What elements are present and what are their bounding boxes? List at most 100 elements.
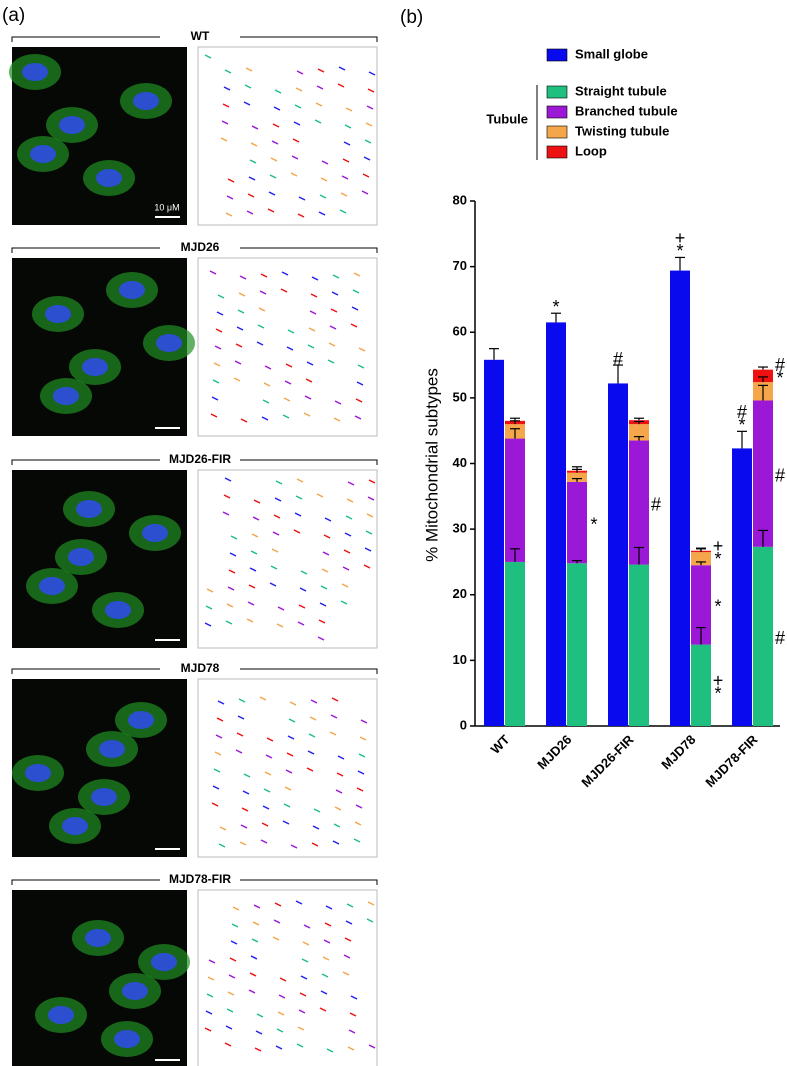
- nucleus: [53, 387, 79, 405]
- segment: [317, 68, 325, 73]
- segment: [274, 89, 282, 94]
- segment: [328, 342, 336, 347]
- panel-label: (b): [400, 7, 423, 28]
- segment: [341, 175, 349, 180]
- significance-mark: #: [775, 465, 785, 485]
- segment: [322, 551, 330, 556]
- segment: [319, 602, 327, 607]
- skeleton-map: [197, 46, 378, 226]
- segment: [252, 921, 260, 926]
- segment: [214, 751, 222, 756]
- segment: [268, 191, 276, 196]
- segment: [243, 773, 251, 778]
- segment: [260, 839, 268, 844]
- segment: [225, 620, 233, 625]
- y-tick-label: 80: [453, 192, 467, 207]
- segment: [241, 807, 249, 812]
- segment: [277, 606, 285, 611]
- segment: [217, 700, 225, 705]
- segment: [278, 994, 286, 999]
- label-bg: [160, 29, 240, 45]
- segment: [304, 395, 312, 400]
- segment: [344, 124, 352, 129]
- x-tick-label: MJD78-FIR: [702, 732, 761, 791]
- segment: [354, 415, 362, 420]
- segment: [331, 291, 339, 296]
- segment: [318, 619, 326, 624]
- segment: [212, 785, 220, 790]
- label-bg: [160, 661, 240, 677]
- segment: [284, 380, 292, 385]
- segment: [301, 958, 309, 963]
- segment: [307, 344, 315, 349]
- segment: [230, 940, 238, 945]
- segment: [264, 365, 272, 370]
- segment: [251, 533, 259, 538]
- segment: [236, 326, 244, 331]
- legend-swatch: [546, 145, 568, 159]
- segment: [229, 552, 237, 557]
- segment: [255, 1030, 263, 1035]
- segment: [209, 270, 217, 275]
- segment: [364, 547, 372, 552]
- segment: [355, 804, 363, 809]
- segment: [249, 159, 257, 164]
- bar: [753, 369, 773, 383]
- segment: [228, 569, 236, 574]
- segment: [318, 211, 326, 216]
- segment: [204, 54, 212, 59]
- segment: [216, 717, 224, 722]
- segment: [266, 737, 274, 742]
- segment: [345, 515, 353, 520]
- segment: [349, 1012, 357, 1017]
- segment: [316, 493, 324, 498]
- segment: [294, 512, 302, 517]
- segment: [331, 697, 339, 702]
- segment: [205, 1010, 213, 1015]
- segment: [316, 85, 324, 90]
- segment: [332, 840, 340, 845]
- segment: [303, 924, 311, 929]
- segment: [222, 103, 230, 108]
- segment: [204, 622, 212, 627]
- segment: [323, 534, 331, 539]
- segment: [293, 529, 301, 534]
- segment: [300, 975, 308, 980]
- bar: [567, 563, 587, 726]
- legend-swatch: [546, 85, 568, 99]
- segment: [361, 190, 369, 195]
- segment: [298, 1009, 306, 1014]
- segment: [262, 399, 270, 404]
- segment: [350, 995, 358, 1000]
- segment: [270, 157, 278, 162]
- segment: [343, 549, 351, 554]
- segment: [260, 273, 268, 278]
- segment: [253, 499, 261, 504]
- row-label: MJD78-FIR: [169, 872, 231, 886]
- segment: [237, 309, 245, 314]
- segment: [206, 993, 214, 998]
- significance-mark: *: [776, 368, 783, 388]
- segment: [296, 70, 304, 75]
- nucleus: [68, 548, 94, 566]
- legend-swatch: [546, 105, 568, 119]
- x-tick-label: MJD26: [534, 732, 574, 772]
- segment: [247, 193, 255, 198]
- segment: [329, 731, 337, 736]
- segment: [254, 1047, 262, 1052]
- segment: [225, 212, 233, 217]
- segment: [306, 767, 314, 772]
- segment: [231, 923, 239, 928]
- bar: [567, 481, 587, 564]
- bar: [629, 564, 649, 726]
- segment: [238, 698, 246, 703]
- segment: [303, 412, 311, 417]
- segment: [367, 88, 375, 93]
- segment: [207, 976, 215, 981]
- segment: [289, 701, 297, 706]
- segment: [353, 272, 361, 277]
- significance-mark: *: [590, 514, 597, 534]
- nucleus: [22, 63, 48, 81]
- y-tick-label: 30: [453, 521, 467, 536]
